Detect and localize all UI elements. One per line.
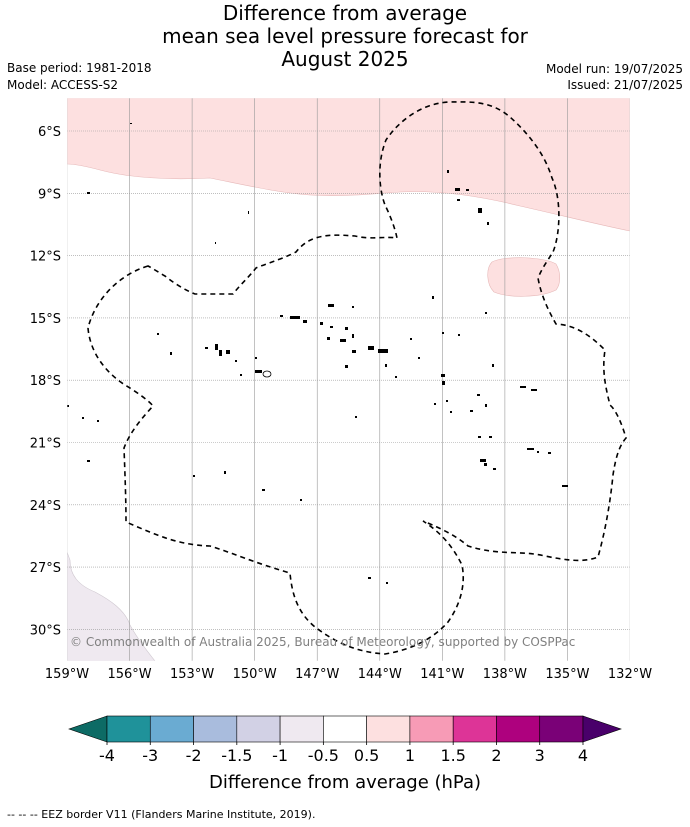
colorbar-tick-label: 4 [578, 746, 588, 765]
colorbar-cell [323, 715, 367, 743]
colorbar-tick-label: 3 [535, 746, 545, 765]
colorbar-label: Difference from average (hPa) [209, 772, 481, 793]
positive-anomaly-blob-east [487, 257, 561, 297]
colorbar-tick-label: -1.5 [221, 746, 252, 765]
colorbar-tick-label: -4 [99, 746, 115, 765]
colorbar: -4 -3 -2 -1.5 -1 -0.5 0.5 1 1.5 2 3 4 Difference fr… [68, 715, 622, 793]
copyright-text: © Commonwealth of Australia 2025, Bureau… [70, 635, 575, 649]
longitude-tick-label: 144°W [358, 667, 402, 682]
colorbar-cell [539, 715, 584, 743]
map-frame [66, 97, 631, 662]
colorbar-tick-label: -3 [142, 746, 158, 765]
colorbar-tick-label: 2 [491, 746, 501, 765]
colorbar-extend-min [68, 715, 108, 743]
longitude-tick-labels: 159°W 156°W 153°W 150°W 147°W 144°W 141°W 138°W… [45, 667, 652, 682]
colorbar-tick-label: -0.5 [308, 746, 339, 765]
negative-anomaly-region-southwest [67, 551, 156, 661]
map-plot-area: © Commonwealth of Australia 2025, Bureau… [67, 98, 630, 661]
eez-border-footnote: -- -- -- EEZ border V11 (Flanders Marine… [7, 808, 316, 821]
longitude-tick-label: 138°W [483, 667, 527, 682]
colorbar-extend-max [582, 715, 622, 743]
colorbar-cell [106, 715, 151, 743]
latitude-tick-labels: 6°S 9°S 12°S 15°S 18°S 21°S 24°S 27°S 30°S [30, 125, 61, 638]
colorbar-cell [236, 715, 281, 743]
colorbar-cell [409, 715, 454, 743]
colorbar-tick-label: -1 [272, 746, 288, 765]
latitude-tick-label: 30°S [30, 623, 61, 638]
latitude-tick-label: 24°S [30, 499, 61, 514]
colorbar-cell [452, 715, 497, 743]
colorbar-cell [279, 715, 324, 743]
latitude-tick-label: 18°S [30, 374, 61, 389]
title-line-3: August 2025 [281, 47, 409, 71]
latitude-tick-label: 6°S [38, 125, 61, 140]
latitude-tick-label: 27°S [30, 561, 61, 576]
latitude-tick-label: 9°S [38, 187, 61, 202]
issued-label: Issued: 21/07/2025 [567, 78, 683, 92]
colorbar-tick-label: -2 [186, 746, 202, 765]
base-period-label: Base period: 1981-2018 [7, 61, 152, 75]
latitude-tick-label: 21°S [30, 437, 61, 452]
graticule [67, 98, 630, 661]
longitude-tick-label: 159°W [45, 667, 89, 682]
model-label: Model: ACCESS-S2 [7, 78, 119, 92]
longitude-tick-label: 132°W [608, 667, 652, 682]
colorbar-tick-label: 1 [405, 746, 415, 765]
colorbar-cell [496, 715, 541, 743]
title-line-2: mean sea level pressure forecast for [162, 24, 528, 48]
island-outline [262, 370, 272, 378]
longitude-tick-label: 153°W [170, 667, 214, 682]
latitude-tick-label: 15°S [30, 312, 61, 327]
longitude-tick-label: 150°W [233, 667, 277, 682]
colorbar-cell [149, 715, 194, 743]
longitude-tick-label: 156°W [107, 667, 151, 682]
latitude-tick-label: 12°S [30, 250, 61, 265]
colorbar-tick-label: 1.5 [440, 746, 465, 765]
longitude-tick-label: 141°W [420, 667, 464, 682]
islands [67, 123, 568, 584]
eez-border-french-polynesia [87, 101, 627, 655]
longitude-tick-label: 135°W [545, 667, 589, 682]
longitude-tick-label: 147°W [295, 667, 339, 682]
title-line-1: Difference from average [222, 1, 468, 25]
map-figure: © Commonwealth of Australia 2025, Bureau… [30, 97, 652, 793]
model-run-label: Model run: 19/07/2025 [545, 62, 683, 76]
colorbar-cell [366, 715, 411, 743]
colorbar-tick-label: 0.5 [354, 746, 379, 765]
colorbar-cell [193, 715, 238, 743]
